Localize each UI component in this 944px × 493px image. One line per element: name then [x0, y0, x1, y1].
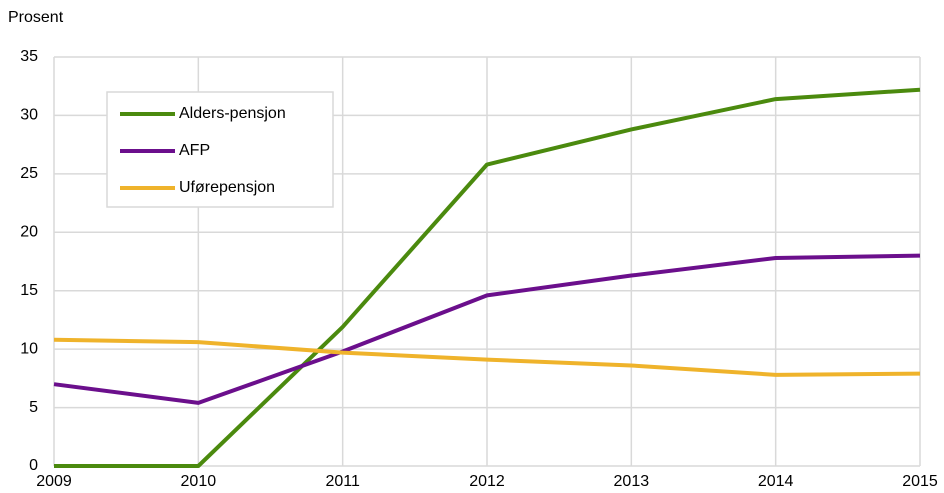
y-tick-label: 30 [20, 107, 38, 124]
y-tick-label: 15 [20, 282, 38, 299]
y-tick-label: 0 [29, 457, 38, 474]
legend-label: AFP [179, 142, 210, 159]
y-tick-label: 20 [20, 224, 38, 241]
series-line [54, 87, 921, 468]
y-tick-label: 10 [20, 340, 38, 357]
x-tick-label: 2011 [325, 473, 360, 490]
series-line [53, 337, 921, 377]
y-axis-label: Prosent [8, 9, 64, 26]
x-tick-label: 2013 [614, 473, 650, 490]
x-tick-label: 2014 [758, 473, 794, 490]
x-tick-label: 2012 [469, 473, 505, 490]
x-tick-label: 2010 [181, 473, 217, 490]
y-tick-label: 5 [29, 399, 38, 416]
y-tick-label: 35 [20, 48, 38, 65]
series-line [53, 253, 921, 405]
legend-label: Uførepensjon [179, 179, 275, 196]
legend-label: Alders-pensjon [179, 105, 286, 122]
y-tick-label: 25 [20, 165, 38, 182]
x-tick-label: 2009 [36, 473, 72, 490]
x-tick-label: 2015 [902, 473, 938, 490]
